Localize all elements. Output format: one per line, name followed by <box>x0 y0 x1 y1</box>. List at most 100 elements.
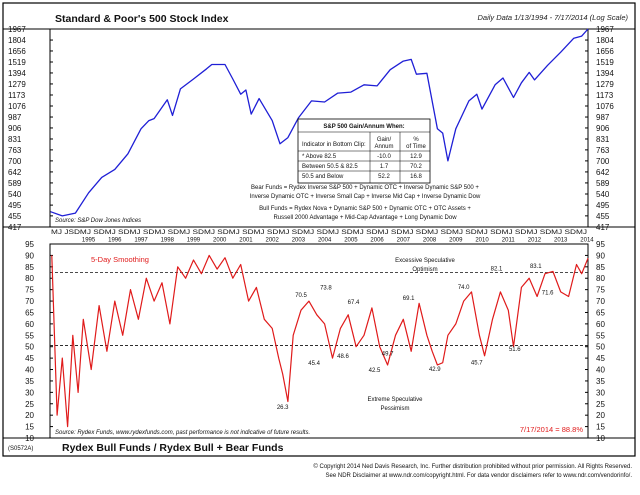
lower-y-tick-left: 15 <box>25 423 34 432</box>
upper-chart-title: Standard & Poor's 500 Stock Index <box>55 13 229 25</box>
upper-y-tick-right: 1173 <box>596 91 614 100</box>
point-value-label: 73.8 <box>320 285 332 291</box>
upper-y-tick-left: 763 <box>8 146 22 155</box>
upper-y-tick-left: 1279 <box>8 80 26 89</box>
upper-y-tick-right: 700 <box>596 157 610 166</box>
upper-source-note: Source: S&P Dow Jones Indices <box>55 218 141 224</box>
upper-y-tick-right: 455 <box>596 212 610 221</box>
point-value-label: 83.1 <box>530 264 542 270</box>
lower-y-tick-left: 40 <box>25 366 34 375</box>
upper-y-tick-right: 1804 <box>596 36 614 45</box>
optimism-note: Optimism <box>412 267 437 273</box>
upper-y-tick-left: 589 <box>8 179 22 188</box>
upper-y-tick-right: 1519 <box>596 58 614 67</box>
point-value-label: 48.6 <box>337 354 349 360</box>
gain-table-cell: Between 50.5 & 82.5 <box>302 164 358 170</box>
point-value-label: 49.7 <box>382 351 394 357</box>
lower-y-tick-left: 50 <box>25 343 34 352</box>
pessimism-note: Extreme Speculative <box>367 397 423 403</box>
point-value-label: 42.9 <box>429 367 441 373</box>
upper-y-tick-right: 589 <box>596 179 610 188</box>
gain-table-header: Gain/ <box>377 137 392 143</box>
gain-table-cell: 70.2 <box>410 164 422 170</box>
gain-table-header: of Time <box>406 144 426 150</box>
upper-y-tick-left: 1804 <box>8 36 26 45</box>
point-value-label: 42.5 <box>369 368 381 374</box>
lower-y-tick-right: 75 <box>596 286 605 295</box>
point-value-label: 26.3 <box>277 405 289 411</box>
upper-y-tick-right: 642 <box>596 168 610 177</box>
lower-y-tick-right: 20 <box>596 411 605 420</box>
lower-y-tick-left: 85 <box>25 263 34 272</box>
lower-y-tick-left: 75 <box>25 286 34 295</box>
lower-y-tick-left: 70 <box>25 297 34 306</box>
year-tick-label: 2007 <box>397 238 411 244</box>
upper-y-tick-left: 417 <box>8 223 22 232</box>
year-tick-label: 2013 <box>554 238 568 244</box>
year-tick-label: 1998 <box>161 238 175 244</box>
year-tick-label: 2005 <box>344 238 358 244</box>
upper-y-tick-right: 1279 <box>596 80 614 89</box>
year-tick-label: 2008 <box>423 238 437 244</box>
point-value-label: 70.5 <box>295 293 307 299</box>
point-value-label: 45.7 <box>471 361 483 367</box>
lower-y-tick-right: 30 <box>596 388 605 397</box>
fund-definition-note: Bear Funds = Rydex Inverse S&P 500 + Dyn… <box>251 185 479 191</box>
lower-y-tick-right: 10 <box>596 434 605 443</box>
lower-y-tick-left: 90 <box>25 251 34 260</box>
year-tick-label: 2004 <box>318 238 332 244</box>
upper-y-tick-left: 831 <box>8 135 22 144</box>
month-letters-axis: MJ JSDMJ SDMJ SDMJ SDMJ SDMJ SDMJ SDMJ S… <box>51 230 587 236</box>
point-value-label: 71.6 <box>542 290 554 296</box>
upper-y-tick-left: 987 <box>8 113 22 122</box>
gain-table-cell: 16.8 <box>410 174 422 180</box>
upper-y-tick-left: 495 <box>8 201 22 210</box>
point-value-label: 67.4 <box>348 300 360 306</box>
year-tick-label: 2003 <box>292 238 306 244</box>
year-tick-label: 2014 <box>580 238 594 244</box>
gain-table-cell: -10.0 <box>377 154 391 160</box>
upper-y-tick-left: 1076 <box>8 102 26 111</box>
lower-y-tick-right: 55 <box>596 331 605 340</box>
year-tick-label: 1996 <box>108 238 122 244</box>
lower-y-tick-left: 95 <box>25 240 34 249</box>
year-tick-label: 2006 <box>370 238 384 244</box>
lower-y-tick-left: 60 <box>25 320 34 329</box>
upper-y-tick-left: 1656 <box>8 47 26 56</box>
gain-table-cell: 50.5 and Below <box>302 174 344 180</box>
upper-y-tick-left: 1173 <box>8 91 26 100</box>
upper-y-tick-right: 763 <box>596 146 610 155</box>
gain-table-header: % <box>413 137 419 143</box>
pessimism-note: Pessimism <box>380 406 409 412</box>
upper-y-tick-left: 455 <box>8 212 22 221</box>
upper-y-tick-left: 1967 <box>8 25 26 34</box>
lower-y-tick-left: 10 <box>25 434 34 443</box>
lower-y-tick-right: 85 <box>596 263 605 272</box>
gain-table-header: Annum <box>374 144 393 150</box>
lower-chart-title: Rydex Bull Funds / Rydex Bull + Bear Fun… <box>62 442 284 454</box>
copyright-note: © Copyright 2014 Ned Davis Research, Inc… <box>313 463 632 470</box>
lower-y-tick-left: 35 <box>25 377 34 386</box>
rydex-ratio-series-line <box>51 254 589 428</box>
upper-y-tick-left: 700 <box>8 157 22 166</box>
lower-y-tick-right: 95 <box>596 240 605 249</box>
lower-y-tick-right: 90 <box>596 251 605 260</box>
lower-y-tick-left: 45 <box>25 354 34 363</box>
fund-definition-note: Inverse Dynamic OTC + Inverse Small Cap … <box>250 194 481 200</box>
lower-y-tick-left: 20 <box>25 411 34 420</box>
smoothing-label: 5-Day Smoothing <box>91 255 149 264</box>
lower-y-tick-right: 15 <box>596 423 605 432</box>
year-tick-label: 2000 <box>213 238 227 244</box>
upper-y-tick-right: 417 <box>596 223 610 232</box>
point-value-label: 82.1 <box>491 266 503 272</box>
lower-y-tick-left: 55 <box>25 331 34 340</box>
upper-y-tick-right: 540 <box>596 190 610 199</box>
last-value-label: 7/17/2014 = 88.8% <box>520 425 584 434</box>
sp500-series-line <box>50 28 589 217</box>
year-tick-label: 2001 <box>239 238 253 244</box>
upper-y-tick-right: 495 <box>596 201 610 210</box>
upper-y-tick-left: 1519 <box>8 58 26 67</box>
year-tick-label: 2012 <box>528 238 542 244</box>
